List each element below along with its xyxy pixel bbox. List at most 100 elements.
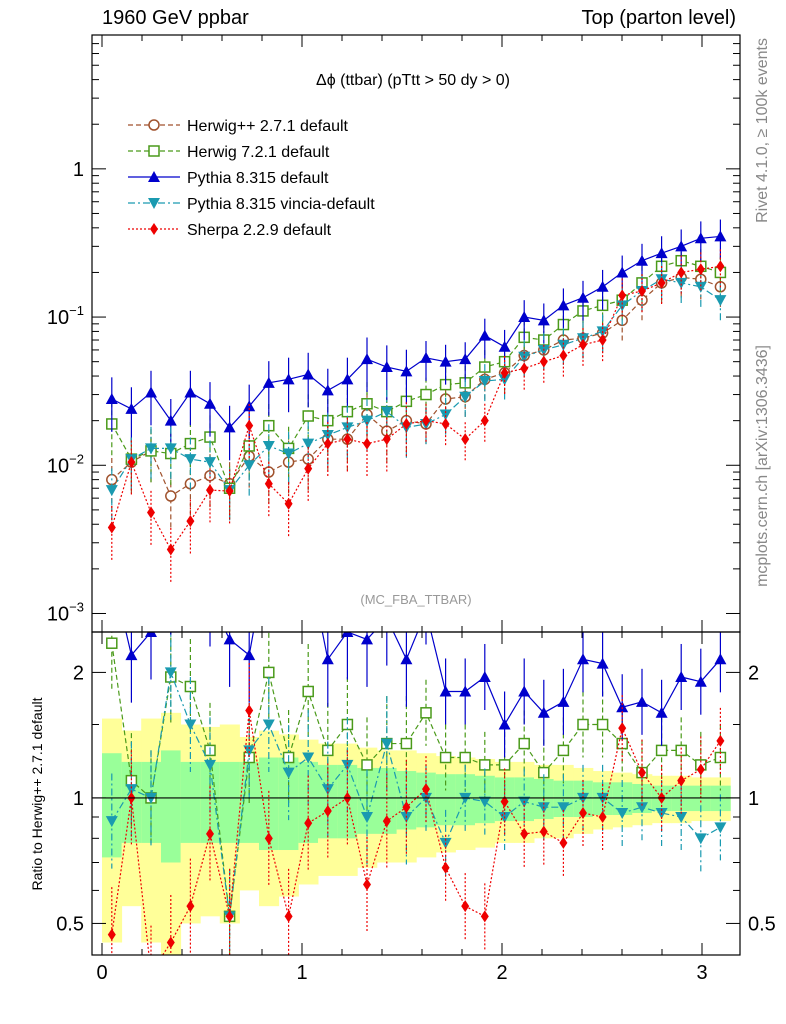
ratio-point (714, 653, 727, 665)
side-label-rivet: Rivet 4.1.0, ≥ 100k events (754, 38, 771, 223)
data-point (282, 448, 295, 460)
data-point (225, 485, 234, 498)
data-point (616, 266, 629, 278)
ratio-point (518, 685, 531, 697)
band-inner-bin (553, 780, 574, 817)
legend-label: Herwig++ 2.7.1 default (187, 118, 349, 135)
data-point (361, 415, 373, 427)
data-point (518, 311, 531, 323)
ratio-point (341, 759, 354, 771)
ratio-point (539, 825, 548, 838)
data-point (127, 456, 136, 469)
data-point (204, 457, 216, 469)
x-tick-label: 2 (496, 962, 507, 984)
ratio-point (714, 822, 727, 834)
legend-marker (148, 145, 160, 157)
legend-label: Sherpa 2.2.9 default (187, 222, 332, 239)
data-point (107, 521, 116, 534)
data-point (164, 414, 177, 426)
data-point (382, 433, 391, 446)
data-point (557, 299, 570, 311)
ratio-point (106, 637, 118, 649)
data-point (164, 443, 177, 455)
ratio-point (498, 718, 511, 730)
data-point (184, 386, 197, 398)
x-tick-label: 1 (296, 962, 307, 984)
data-point (206, 484, 214, 497)
ratio-point (341, 632, 354, 637)
data-point (302, 410, 314, 422)
ratio-point (243, 649, 256, 661)
ratio-point (107, 928, 116, 941)
data-point (675, 240, 688, 252)
band-inner-bin (161, 750, 182, 863)
data-point (304, 462, 313, 475)
series-line (111, 278, 721, 492)
data-point (500, 366, 509, 379)
ratio-point (459, 685, 472, 697)
ratio-point (636, 802, 648, 814)
ratio-tick-label-left: 1 (73, 788, 84, 810)
ratio-point (422, 783, 430, 796)
data-point (577, 291, 589, 303)
ratio-point (204, 759, 216, 771)
ratio-point (596, 657, 609, 669)
data-point (361, 353, 373, 365)
series-4 (107, 249, 725, 583)
ratio-point (125, 649, 138, 661)
ratio-point (321, 653, 334, 665)
ratio-point (164, 667, 177, 679)
data-point (264, 477, 273, 490)
ratio-line (111, 670, 721, 917)
data-point (420, 388, 432, 401)
ratio-point (302, 685, 314, 698)
legend-marker (148, 198, 160, 209)
ratio-point (125, 784, 138, 796)
ratio-point (598, 810, 607, 823)
data-point (380, 361, 393, 373)
ratio-tick-label-right: 0.5 (748, 913, 776, 935)
data-point (441, 417, 450, 430)
band-inner-bin (435, 774, 456, 826)
data-point (302, 438, 315, 450)
ratio-point (380, 738, 393, 750)
ratio-point (282, 767, 295, 779)
ratio-series-layer (92, 632, 740, 955)
data-point (480, 414, 489, 427)
ratio-point (655, 706, 668, 718)
ratio-point (186, 900, 195, 913)
data-point (638, 284, 646, 297)
ratio-point (361, 811, 373, 823)
data-point (380, 406, 393, 418)
data-point (341, 373, 354, 385)
legend-marker (148, 119, 160, 131)
data-point (323, 437, 332, 450)
data-point (282, 373, 295, 385)
data-point (677, 266, 686, 279)
data-point (223, 421, 236, 433)
data-point (636, 254, 648, 266)
header-left: 1960 GeV ppbar (102, 7, 249, 29)
ratio-point (478, 670, 491, 682)
ratio-point (225, 910, 234, 923)
ratio-point (577, 653, 589, 665)
data-point (321, 384, 334, 396)
data-point (184, 454, 197, 466)
ratio-point (323, 805, 332, 818)
ratio-point (420, 707, 432, 719)
ratio-point (638, 766, 646, 779)
ratio-point (537, 706, 550, 718)
watermark: (MC_FBA_TTBAR) (360, 592, 471, 607)
data-point (165, 490, 177, 502)
data-point (105, 392, 118, 404)
ratio-point (361, 633, 373, 645)
ratio-point (557, 695, 570, 707)
ratio-series-1 (106, 632, 727, 955)
band-inner-bin (219, 761, 240, 843)
header-right: Top (parton level) (581, 7, 736, 29)
ratio-point (675, 670, 688, 682)
legend-entry: Herwig 7.2.1 default (128, 144, 330, 161)
ratio-point (520, 827, 529, 840)
ratio-point (694, 675, 707, 687)
ratio-line (125, 632, 721, 726)
